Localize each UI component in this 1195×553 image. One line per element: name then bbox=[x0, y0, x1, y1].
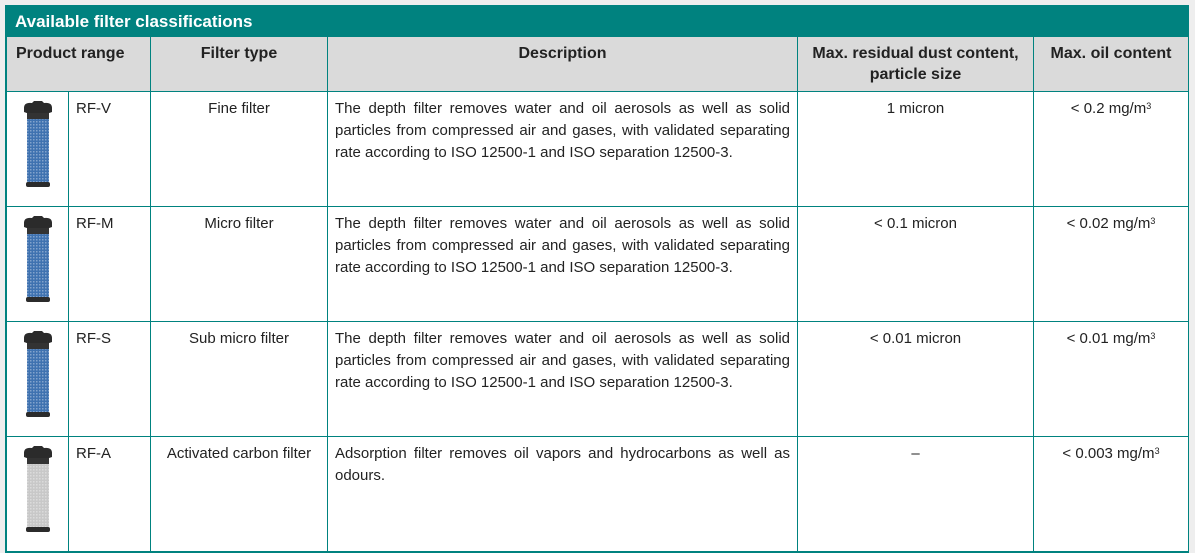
filter-image bbox=[6, 91, 69, 207]
filter-type: Fine filter bbox=[150, 91, 328, 207]
header-product-range: Product range bbox=[6, 37, 151, 92]
oil-value: < 0.2 mg/m bbox=[1070, 100, 1147, 117]
description: The depth filter removes water and oil a… bbox=[327, 91, 798, 207]
header-dust: Max. residual dust content, particle siz… bbox=[797, 37, 1034, 92]
max-oil: < 0.003 mg/m3 bbox=[1033, 436, 1189, 552]
filter-classification-table: Available filter classifications Product… bbox=[5, 5, 1189, 553]
header-oil: Max. oil content bbox=[1033, 37, 1189, 92]
filter-image bbox=[6, 206, 69, 322]
table-row: RF-A Activated carbon filter Adsorption … bbox=[6, 436, 1189, 552]
oil-value: < 0.02 mg/m bbox=[1066, 215, 1151, 232]
table-title: Available filter classifications bbox=[6, 6, 1188, 37]
header-description: Description bbox=[327, 37, 798, 92]
max-dust: < 0.1 micron bbox=[797, 206, 1034, 322]
max-oil: < 0.2 mg/m3 bbox=[1033, 91, 1189, 207]
filter-image bbox=[6, 436, 69, 552]
filter-cartridge-icon bbox=[23, 446, 52, 532]
oil-unit-exponent: 3 bbox=[1146, 101, 1152, 111]
oil-unit-exponent: 3 bbox=[1150, 216, 1156, 226]
filter-type: Micro filter bbox=[150, 206, 328, 322]
filter-cartridge-icon bbox=[23, 216, 52, 302]
table-row: RF-M Micro filter The depth filter remov… bbox=[6, 206, 1189, 322]
filter-image bbox=[6, 321, 69, 437]
product-code: RF-V bbox=[68, 91, 151, 207]
product-code: RF-A bbox=[68, 436, 151, 552]
description: The depth filter removes water and oil a… bbox=[327, 321, 798, 437]
product-code: RF-M bbox=[68, 206, 151, 322]
description: The depth filter removes water and oil a… bbox=[327, 206, 798, 322]
max-dust: < 0.01 micron bbox=[797, 321, 1034, 437]
filter-cartridge-icon bbox=[23, 331, 52, 417]
max-oil: < 0.02 mg/m3 bbox=[1033, 206, 1189, 322]
filter-type: Activated carbon filter bbox=[150, 436, 328, 552]
max-oil: < 0.01 mg/m3 bbox=[1033, 321, 1189, 437]
oil-unit-exponent: 3 bbox=[1154, 446, 1160, 456]
table-row: RF-V Fine filter The depth filter remove… bbox=[6, 91, 1189, 207]
max-dust: 1 micron bbox=[797, 91, 1034, 207]
max-dust: – bbox=[797, 436, 1034, 552]
oil-value: < 0.003 mg/m bbox=[1062, 445, 1155, 462]
product-code: RF-S bbox=[68, 321, 151, 437]
description: Adsorption filter removes oil vapors and… bbox=[327, 436, 798, 552]
filter-type: Sub micro filter bbox=[150, 321, 328, 437]
header-filter-type: Filter type bbox=[150, 37, 328, 92]
oil-unit-exponent: 3 bbox=[1150, 331, 1156, 341]
header-row: Product range Filter type Description Ma… bbox=[6, 37, 1189, 92]
filter-cartridge-icon bbox=[23, 101, 52, 187]
oil-value: < 0.01 mg/m bbox=[1066, 330, 1151, 347]
table-row: RF-S Sub micro filter The depth filter r… bbox=[6, 321, 1189, 437]
